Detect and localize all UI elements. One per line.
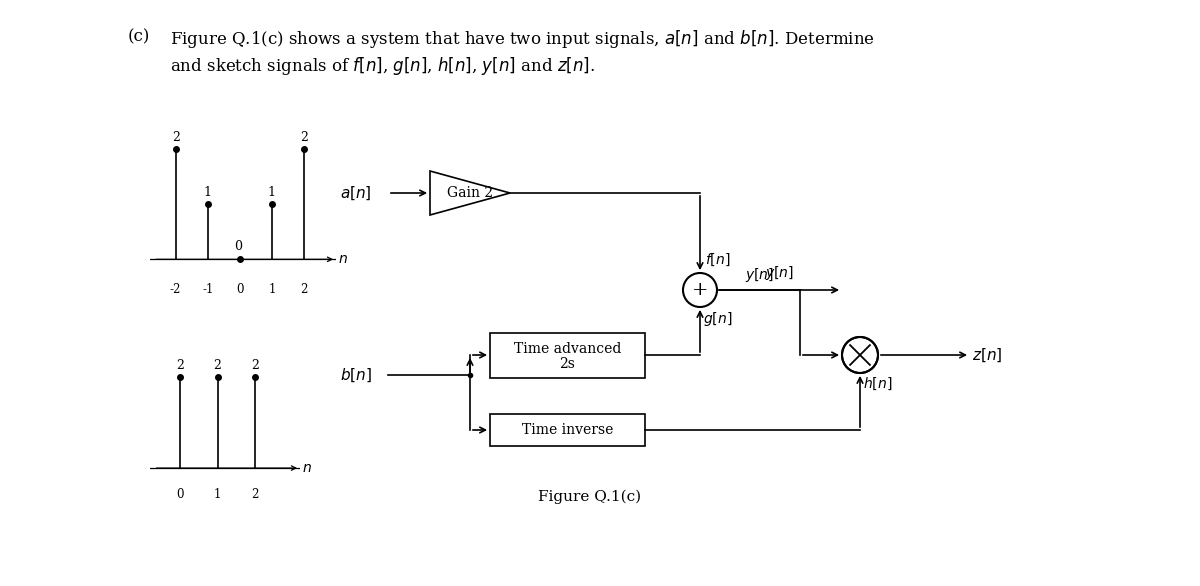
FancyBboxPatch shape [490,414,646,446]
Text: and sketch signals of $f[n]$, $g[n]$, $h[n]$, $y[n]$ and $z[n]$.: and sketch signals of $f[n]$, $g[n]$, $h… [170,55,595,77]
Text: 2: 2 [251,359,259,372]
Text: $n$: $n$ [302,461,312,475]
Text: 0: 0 [234,240,242,253]
Text: $n$: $n$ [337,253,348,266]
Text: $a[n]$: $a[n]$ [340,184,372,202]
Text: $h[n]$: $h[n]$ [863,376,893,392]
Text: $b[n]$: $b[n]$ [340,366,372,384]
FancyBboxPatch shape [490,332,646,377]
Text: 1: 1 [204,186,211,199]
Text: 2: 2 [176,359,184,372]
Text: Figure Q.1(c): Figure Q.1(c) [539,490,642,505]
Text: $f[n]$: $f[n]$ [706,252,731,268]
Text: $g[n]$: $g[n]$ [703,310,732,328]
Text: 2s: 2s [559,357,576,371]
Text: Time advanced: Time advanced [514,342,622,356]
Text: Figure Q.1(c) shows a system that have two input signals, $a[n]$ and $b[n]$. Det: Figure Q.1(c) shows a system that have t… [170,28,875,50]
Text: Time inverse: Time inverse [522,423,613,437]
Text: $z[n]$: $z[n]$ [972,346,1002,364]
Text: +: + [691,281,708,299]
Text: 1: 1 [268,186,276,199]
Text: Gain 2: Gain 2 [446,186,493,200]
Text: 2: 2 [172,131,180,144]
Text: 2: 2 [300,131,308,144]
Text: $y[n]$: $y[n]$ [764,264,794,282]
Text: (c): (c) [128,28,150,45]
Text: 2: 2 [214,359,222,372]
Text: $y[n]$: $y[n]$ [745,266,774,284]
